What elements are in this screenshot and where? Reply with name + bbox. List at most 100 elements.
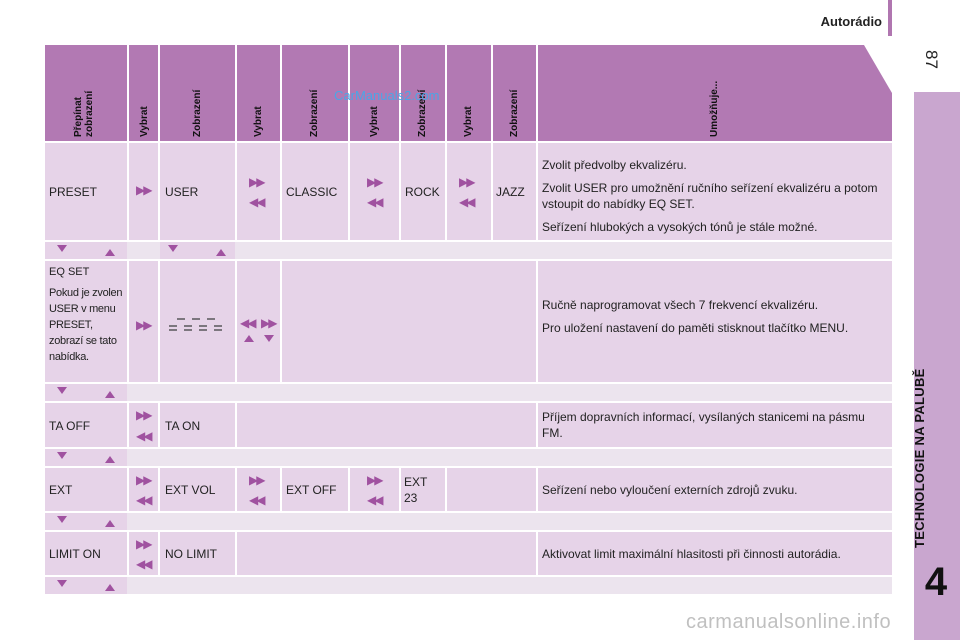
description-text: Zvolit předvolby ekvalizéru. — [542, 158, 687, 172]
rewind-icon: ◀◀ — [249, 195, 266, 209]
header-label: Umožňuje... — [709, 80, 720, 137]
table-cell: EQ SET Pokud je zvolen USER v menu PRESE… — [45, 261, 127, 382]
nav-cell — [45, 449, 127, 466]
table-cell: ▶▶ ◀◀ — [447, 143, 491, 240]
row-separator — [45, 384, 892, 401]
header-label: Vybrat — [253, 106, 264, 137]
nav-cell — [45, 577, 127, 594]
table-cell: EXT 23 — [401, 468, 445, 511]
table-cell: CLASSIC — [282, 143, 348, 240]
description-text: Seřízení nebo vyloučení externích zdrojů… — [542, 483, 798, 497]
arrow-up-icon — [105, 456, 115, 463]
arrow-up-icon — [244, 335, 254, 342]
header-label: Zobrazení — [309, 89, 320, 137]
table-cell: USER — [160, 143, 235, 240]
section-title: Autorádio — [820, 14, 882, 29]
nav-cell — [45, 242, 127, 259]
arrow-down-icon — [57, 580, 67, 587]
header-label: Zobrazení — [509, 89, 520, 137]
rewind-icon: ◀◀ — [367, 195, 384, 209]
header-label: Vybrat — [139, 106, 150, 137]
header-separator — [280, 45, 282, 141]
arrow-down-icon — [57, 387, 67, 394]
rewind-icon: ◀◀ — [249, 493, 266, 507]
cell-text: ROCK — [405, 185, 440, 199]
chapter-number: 4 — [924, 560, 948, 604]
fast-forward-icon: ▶▶ — [459, 175, 476, 189]
table-cell: LIMIT ON — [45, 532, 127, 575]
description-text: Zvolit USER pro umožnění ručního seřízen… — [542, 181, 878, 211]
watermark: carmanualsonline.info — [686, 611, 892, 633]
header-separator — [536, 45, 538, 141]
rewind-icon: ◀◀ — [136, 557, 153, 571]
fast-forward-icon: ▶▶ — [136, 537, 153, 551]
cell-text: EXT VOL — [165, 483, 216, 497]
fast-forward-icon: ▶▶ — [249, 473, 266, 487]
cell-text: EXT — [49, 483, 73, 497]
fast-forward-icon: ▶▶ — [249, 175, 266, 189]
page-number: 87 — [922, 50, 941, 69]
fast-forward-icon: ▶▶ — [367, 473, 384, 487]
rewind-icon: ◀◀ — [367, 493, 384, 507]
header-separator — [235, 45, 237, 141]
table-cell: TA ON — [160, 403, 235, 447]
table-cell: ▶▶ ◀◀ — [237, 468, 280, 511]
description-cell: Příjem dopravních informací, vysílaných … — [538, 403, 892, 447]
row-separator — [45, 577, 892, 594]
cell-text: LIMIT ON — [49, 547, 101, 561]
nav-cell — [45, 513, 127, 530]
fast-forward-icon: ▶▶ — [136, 408, 153, 422]
nav-cell — [160, 242, 235, 259]
table-cell: ◀◀ ▶▶ — [237, 261, 280, 382]
cell-text: EXT 23 — [404, 475, 428, 505]
cell-text: CLASSIC — [286, 185, 338, 199]
header-separator — [348, 45, 350, 141]
cell-note: Pokud je zvolen USER v menu PRESET, zobr… — [49, 287, 123, 363]
table-cell: ▶▶ ◀◀ — [350, 468, 399, 511]
arrow-up-icon — [105, 391, 115, 398]
header-label: Vybrat — [369, 106, 380, 137]
table-cell — [237, 532, 536, 575]
section-divider — [888, 0, 892, 36]
description-text: Aktivovat limit maximální hlasitosti při… — [542, 547, 841, 561]
row-separator — [45, 513, 892, 530]
cell-text: EXT OFF — [286, 483, 337, 497]
cell-text: TA OFF — [49, 419, 91, 433]
table-cell: TA OFF — [45, 403, 127, 447]
row-separator — [45, 242, 892, 259]
table-cell — [160, 261, 235, 382]
table-header — [45, 45, 864, 141]
arrow-down-icon — [57, 245, 67, 252]
table-cell: ▶▶ ◀◀ — [129, 403, 158, 447]
cell-text: USER — [165, 185, 199, 199]
fast-forward-icon: ▶▶ — [136, 318, 153, 332]
cell-text: JAZZ — [496, 185, 525, 199]
header-separator — [445, 45, 447, 141]
table-cell: ROCK — [401, 143, 445, 240]
arrow-up-icon — [216, 249, 226, 256]
fast-forward-icon: ▶▶ — [136, 183, 153, 197]
fast-forward-icon: ▶▶ — [136, 473, 153, 487]
header-label-switch-display: Přepínat zobrazení — [73, 90, 95, 137]
table-cell: ▶▶ ◀◀ — [129, 532, 158, 575]
equalizer-bars-icon — [169, 318, 222, 331]
header-separator — [158, 45, 160, 141]
arrow-down-icon — [57, 516, 67, 523]
table-cell: ▶▶ — [129, 143, 158, 240]
table-cell: JAZZ — [493, 143, 536, 240]
table-cell — [237, 403, 536, 447]
cell-text: NO LIMIT — [165, 547, 218, 561]
rewind-icon: ◀◀ — [136, 493, 153, 507]
cell-text: TA ON — [165, 419, 201, 433]
arrow-down-icon — [168, 245, 178, 252]
table-cell: EXT — [45, 468, 127, 511]
cell-text: PRESET — [49, 185, 98, 199]
header-label: Zobrazení — [192, 89, 203, 137]
table-cell — [447, 468, 536, 511]
arrow-up-icon — [105, 584, 115, 591]
arrow-down-icon — [264, 335, 274, 342]
cell-title: EQ SET — [49, 266, 90, 278]
fast-forward-icon: ▶▶ — [367, 175, 384, 189]
chapter-title: TECHNOLOGIE NA PALUBĚ — [912, 368, 927, 548]
header-separator — [127, 45, 129, 141]
